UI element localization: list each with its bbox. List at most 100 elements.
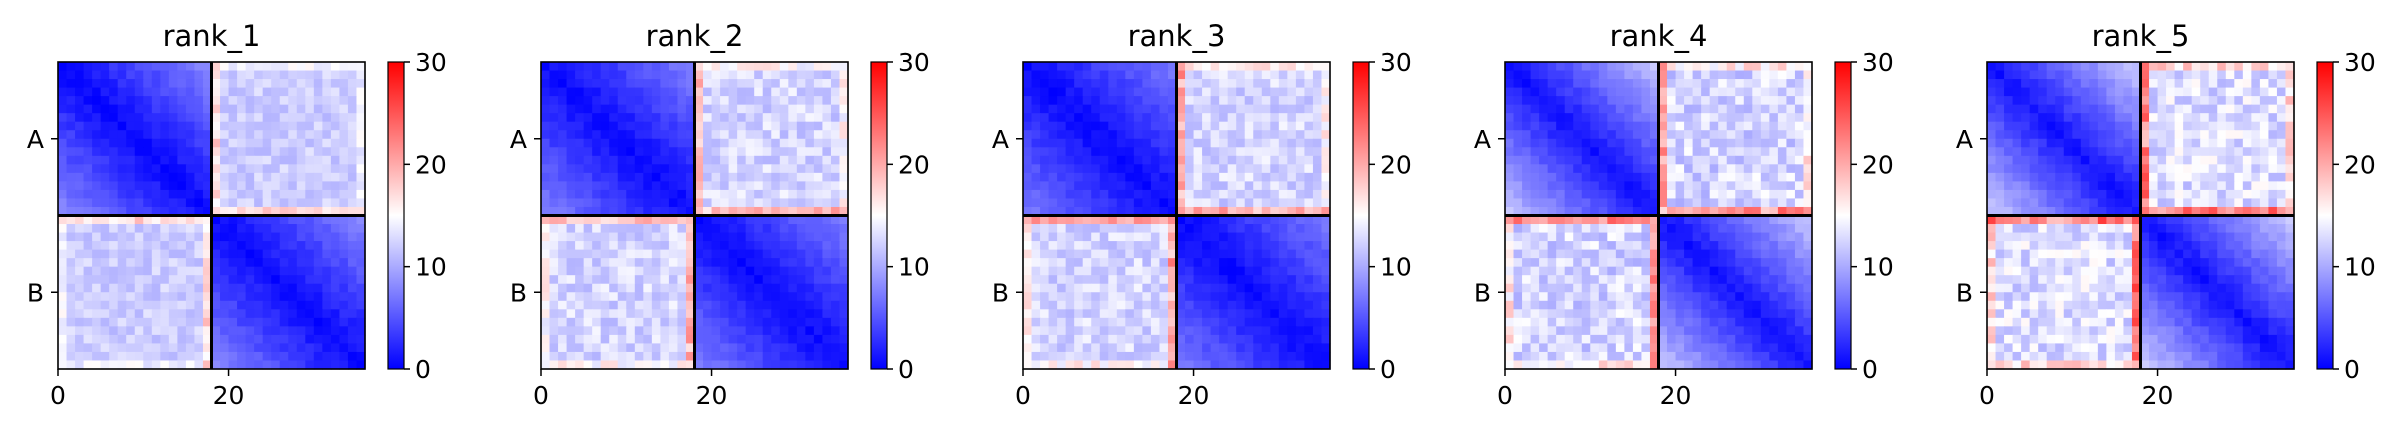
heatmap-cell — [1202, 155, 1212, 165]
heatmap-cell — [1304, 360, 1314, 370]
heatmap-cell — [1082, 87, 1092, 97]
heatmap-cell — [771, 104, 781, 114]
heatmap-cell — [356, 138, 366, 148]
heatmap-cell — [1185, 164, 1195, 174]
heatmap-cell — [745, 317, 755, 327]
heatmap-cell — [1718, 241, 1728, 251]
heatmap-cell — [1125, 206, 1135, 217]
colorbar-tick-label: 0 — [1380, 355, 1396, 384]
heatmap-cell — [720, 326, 730, 336]
heatmap-cell — [1743, 189, 1753, 200]
heatmap-cell — [1219, 104, 1229, 114]
heatmap-cell — [1692, 241, 1702, 251]
heatmap-cell — [634, 189, 644, 200]
heatmap-cell — [1031, 198, 1041, 208]
heatmap-cell — [1684, 181, 1694, 191]
heatmap-cell — [1304, 104, 1314, 114]
heatmap-cell — [1505, 215, 1515, 225]
heatmap-cell — [643, 249, 653, 259]
heatmap-cell — [651, 189, 661, 200]
heatmap-cell — [143, 317, 153, 327]
heatmap-cell — [1108, 198, 1118, 208]
heatmap-cell — [617, 121, 627, 131]
heatmap-cell — [1777, 164, 1788, 174]
heatmap-cell — [1125, 258, 1135, 268]
heatmap-cell — [211, 113, 221, 123]
heatmap-cell — [1253, 292, 1263, 302]
heatmap-cell — [1219, 351, 1229, 362]
heatmap-cell — [168, 292, 178, 302]
heatmap-cell — [754, 343, 764, 353]
heatmap-cell — [745, 309, 755, 319]
heatmap-cell — [126, 155, 136, 165]
heatmap-cell — [1556, 241, 1566, 251]
heatmap-cell — [1743, 275, 1753, 285]
heatmap-cell — [237, 138, 247, 148]
heatmap-cell — [1641, 206, 1651, 217]
heatmap-cell — [1786, 70, 1796, 80]
heatmap-cell — [1278, 130, 1288, 140]
heatmap-cell — [1312, 198, 1323, 208]
heatmap-cell — [549, 343, 559, 353]
heatmap-cell — [1295, 62, 1306, 72]
heatmap-cell — [677, 206, 687, 217]
heatmap-cell — [109, 360, 119, 370]
heatmap-cell — [1675, 104, 1685, 114]
heatmap-cell — [813, 79, 824, 89]
heatmap-cell — [1116, 360, 1126, 370]
heatmap-cell — [1632, 87, 1643, 97]
heatmap-cell — [177, 326, 187, 336]
heatmap-cell — [1522, 232, 1532, 242]
heatmap-cell — [1684, 241, 1694, 251]
heatmap-cell — [1133, 104, 1143, 114]
heatmap-cell — [1185, 249, 1195, 259]
heatmap-cell — [1261, 113, 1271, 123]
heatmap-cell — [754, 224, 764, 234]
heatmap-cell — [1065, 249, 1075, 259]
heatmap-cell — [1091, 224, 1101, 234]
heatmap-cell — [762, 130, 772, 140]
heatmap-cell — [1057, 326, 1067, 336]
heatmap-cell — [745, 189, 755, 200]
heatmap-cell — [1539, 87, 1549, 97]
heatmap-cell — [737, 292, 747, 302]
heatmap-cell — [575, 283, 585, 293]
heatmap-cell — [1295, 147, 1306, 157]
heatmap-cell — [1641, 189, 1651, 200]
heatmap-cell — [1684, 164, 1694, 174]
heatmap-cell — [1692, 181, 1702, 191]
heatmap-cell — [788, 206, 798, 217]
heatmap-cell — [160, 172, 170, 182]
heatmap-cell — [1040, 317, 1050, 327]
heatmap-cell — [711, 198, 721, 208]
heatmap-cell — [1718, 224, 1728, 234]
heatmap-cell — [347, 351, 358, 362]
heatmap-cell — [1675, 79, 1685, 89]
heatmap-cell — [575, 70, 585, 80]
heatmap-cell — [771, 87, 781, 97]
heatmap-cell — [245, 172, 255, 182]
heatmap-cell — [1615, 249, 1625, 259]
heatmap-cell — [75, 130, 85, 140]
heatmap-cell — [356, 198, 366, 208]
heatmap-cell — [126, 300, 136, 310]
heatmap-cell — [1287, 164, 1297, 174]
heatmap-cell — [322, 62, 332, 72]
heatmap-cell — [1287, 317, 1297, 327]
heatmap-cell — [1193, 70, 1203, 80]
heatmap-cell — [1227, 249, 1237, 259]
heatmap-cell — [660, 164, 670, 174]
heatmap-cell — [151, 70, 161, 80]
heatmap-cell — [685, 360, 696, 370]
heatmap-cell — [1185, 360, 1195, 370]
heatmap-cell — [805, 334, 815, 345]
heatmap-cell — [1074, 181, 1084, 191]
heatmap-cell — [305, 181, 315, 191]
heatmap-cell — [305, 224, 315, 234]
heatmap-cell — [126, 87, 136, 97]
heatmap-cell — [1735, 147, 1745, 157]
heatmap-cell — [1692, 172, 1702, 182]
heatmap-cell — [609, 70, 619, 80]
heatmap-cell — [541, 300, 551, 310]
heatmap-cell — [1244, 275, 1254, 285]
